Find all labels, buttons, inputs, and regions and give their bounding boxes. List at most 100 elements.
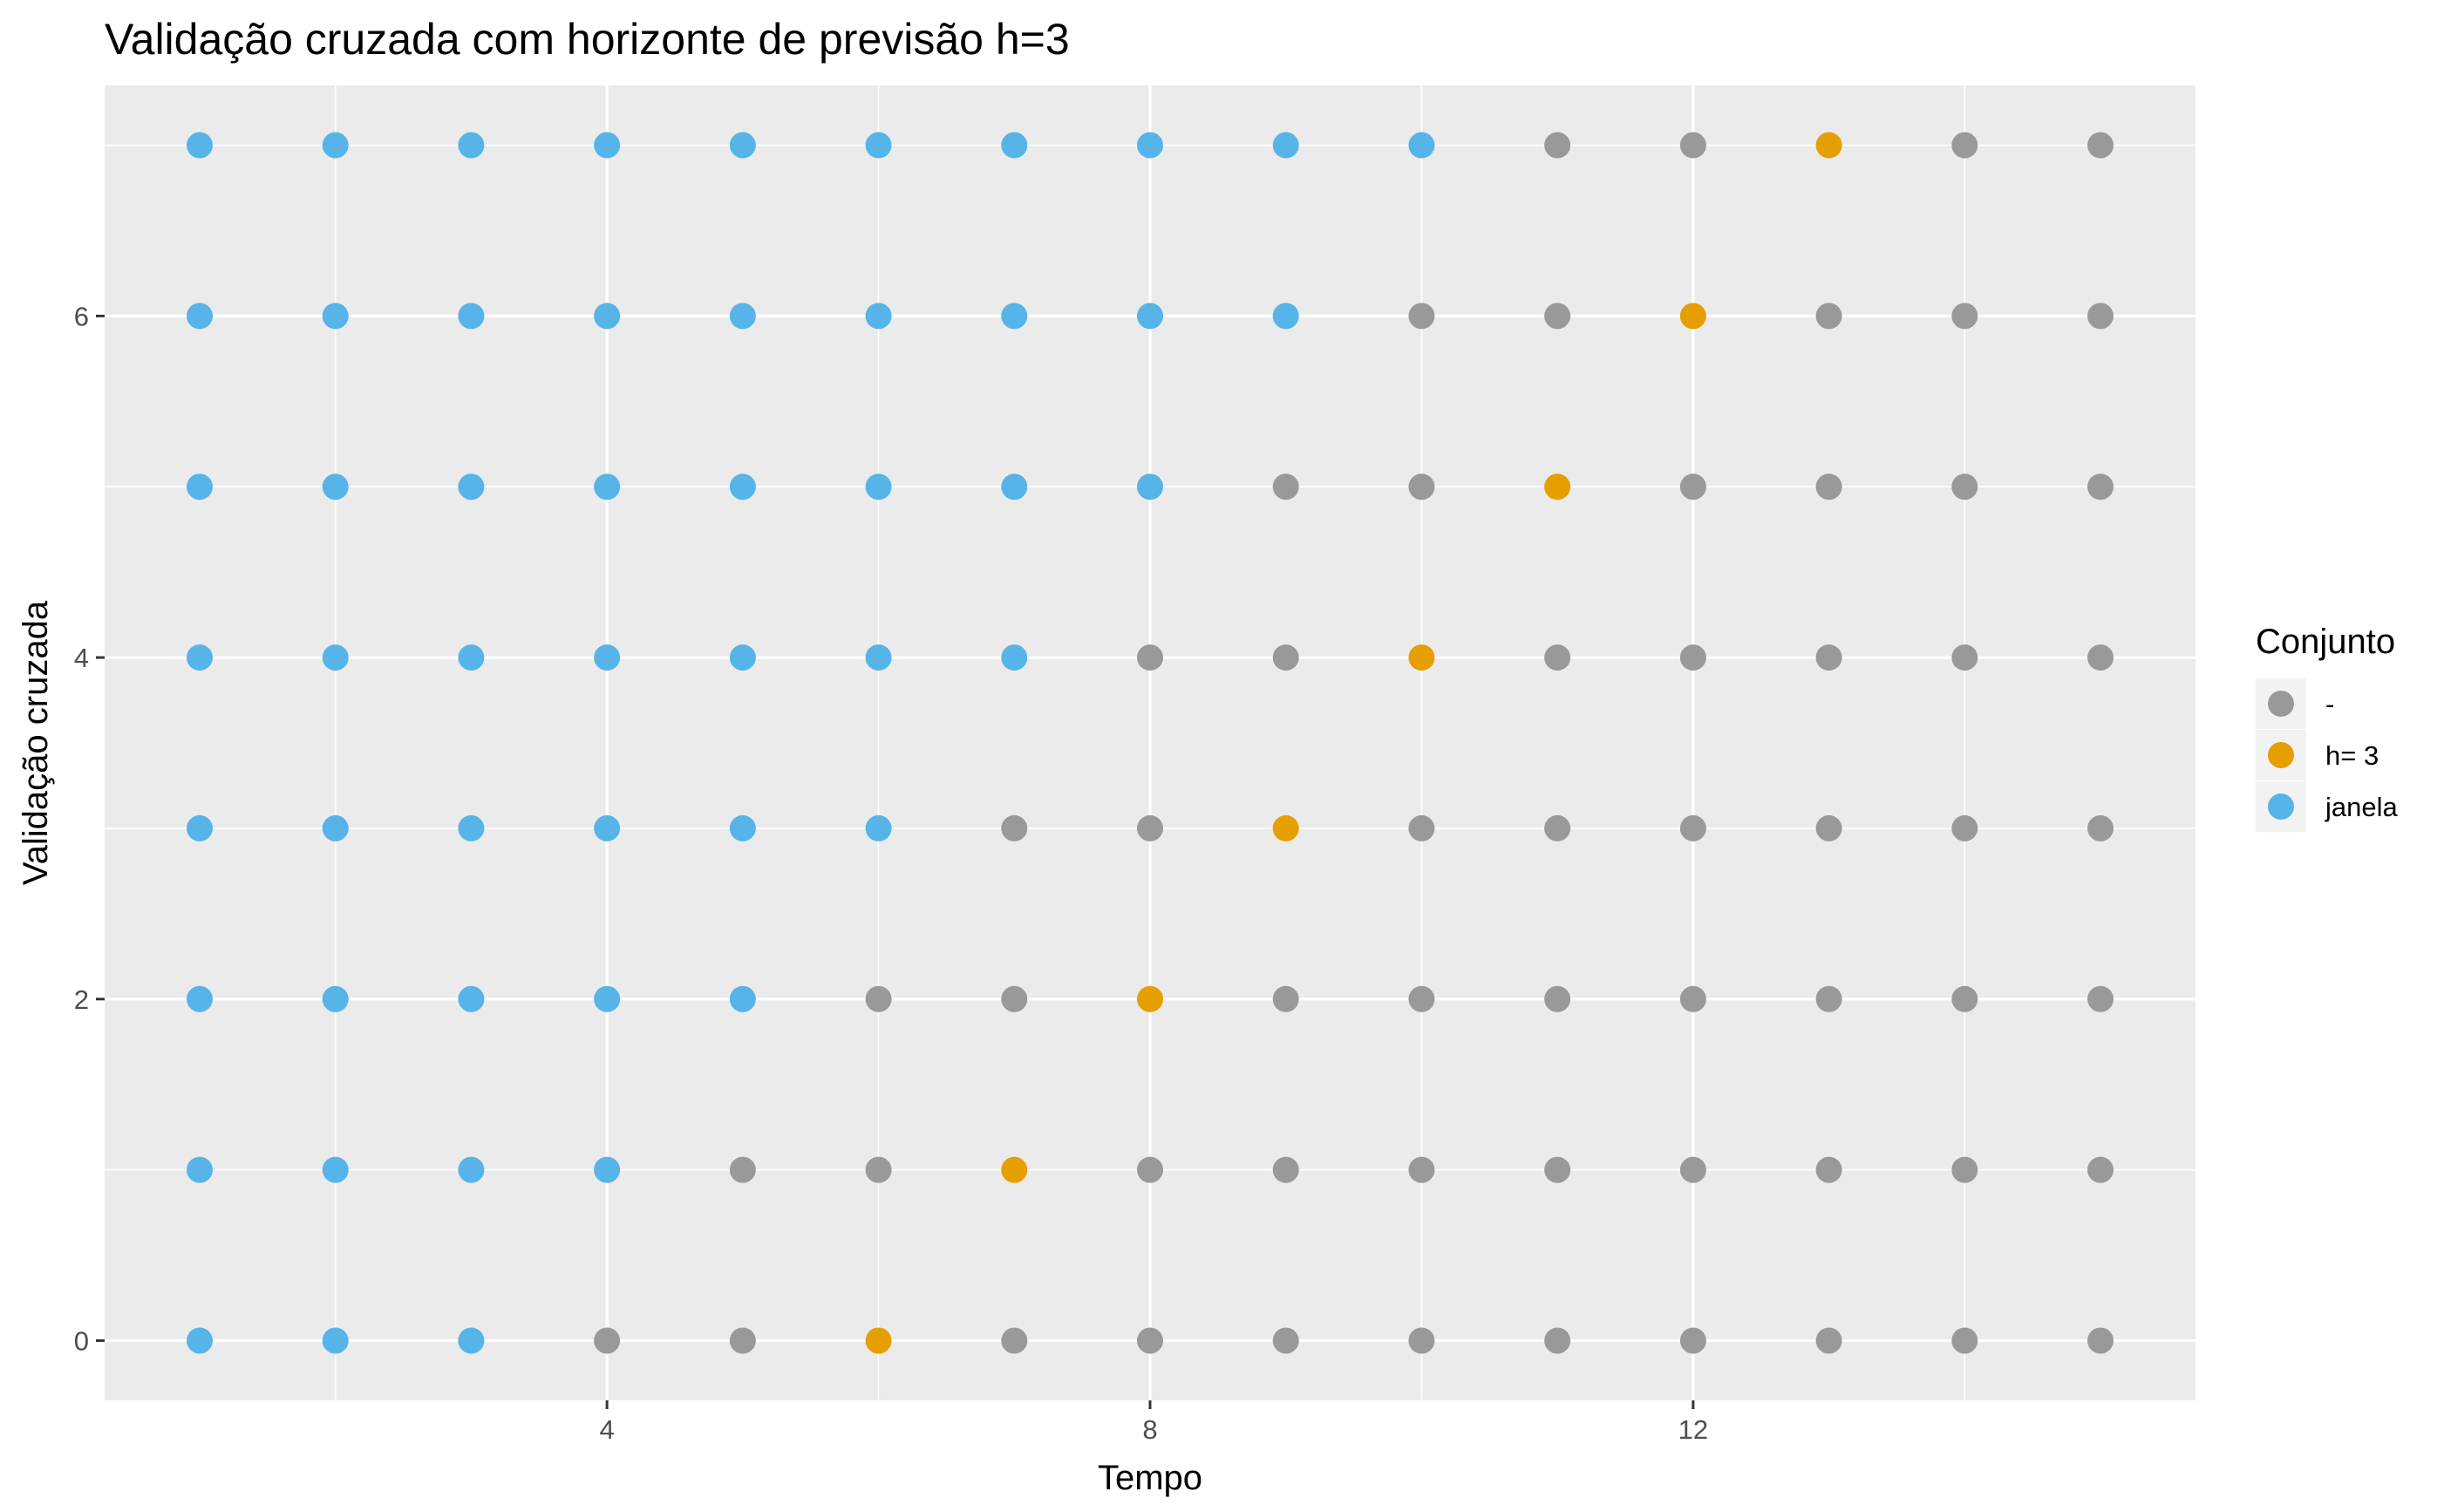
- chart-title: Validação cruzada com horizonte de previ…: [105, 15, 1070, 64]
- point-other: [1815, 473, 1842, 501]
- point-other: [1815, 985, 1842, 1012]
- legend-key-swatch: [2268, 793, 2294, 820]
- x-tick-label: 8: [1142, 1414, 1157, 1445]
- y-tick-label: 2: [74, 984, 89, 1015]
- point-janela: [458, 132, 485, 159]
- legend-key-swatch: [2268, 691, 2294, 717]
- legend-entry-label: janela: [2325, 792, 2398, 822]
- point-other: [2087, 473, 2114, 501]
- point-janela: [322, 985, 349, 1012]
- point-other: [2087, 814, 2114, 841]
- point-janela: [729, 985, 756, 1012]
- point-janela: [458, 473, 485, 501]
- point-other: [1544, 644, 1571, 671]
- point-other: [594, 1327, 621, 1354]
- point-other: [1544, 1327, 1571, 1354]
- point-h3: [1815, 132, 1842, 159]
- point-h3: [1137, 985, 1163, 1012]
- legend-entry-label: h= 3: [2325, 740, 2379, 771]
- point-janela: [187, 1327, 213, 1354]
- point-other: [1137, 644, 1163, 671]
- y-axis-ticks: 0 2 4 6: [74, 301, 105, 1356]
- point-janela: [865, 814, 892, 841]
- point-janela: [322, 1327, 349, 1354]
- point-other: [1001, 985, 1028, 1012]
- point-other: [1408, 814, 1435, 841]
- point-other: [1815, 303, 1842, 330]
- point-janela: [594, 473, 621, 501]
- y-axis-title: Validação cruzada: [17, 600, 55, 885]
- point-janela: [458, 985, 485, 1012]
- point-janela: [187, 644, 213, 671]
- point-other: [729, 1156, 756, 1183]
- point-other: [1951, 1327, 1978, 1354]
- point-other: [2087, 1156, 2114, 1183]
- x-tick-label: 12: [1678, 1414, 1708, 1445]
- point-janela: [865, 644, 892, 671]
- point-janela: [187, 132, 213, 159]
- point-other: [1679, 132, 1706, 159]
- point-other: [1001, 1327, 1028, 1354]
- x-axis-ticks: 4 8 12: [600, 1400, 1708, 1445]
- point-other: [2087, 1327, 2114, 1354]
- point-other: [1679, 814, 1706, 841]
- legend-key-swatch: [2268, 742, 2294, 768]
- legend: Conjunto - h= 3 janela: [2256, 623, 2398, 832]
- point-h3: [1544, 473, 1571, 501]
- point-other: [1951, 814, 1978, 841]
- point-janela: [187, 985, 213, 1012]
- point-janela: [865, 303, 892, 330]
- point-other: [1408, 985, 1435, 1012]
- point-other: [1137, 1156, 1163, 1183]
- point-janela: [1137, 473, 1163, 501]
- point-janela: [322, 814, 349, 841]
- point-other: [2087, 132, 2114, 159]
- point-other: [1815, 1327, 1842, 1354]
- point-janela: [729, 473, 756, 501]
- point-h3: [1272, 814, 1299, 841]
- data-points: [187, 132, 2114, 1354]
- point-janela: [187, 1156, 213, 1183]
- point-other: [1544, 303, 1571, 330]
- point-janela: [1137, 303, 1163, 330]
- point-janela: [594, 303, 621, 330]
- point-other: [1544, 1156, 1571, 1183]
- point-other: [1679, 473, 1706, 501]
- point-janela: [594, 1156, 621, 1183]
- y-tick-label: 0: [74, 1325, 89, 1356]
- point-other: [1001, 814, 1028, 841]
- point-other: [1951, 644, 1978, 671]
- point-other: [1272, 1156, 1299, 1183]
- point-janela: [322, 1156, 349, 1183]
- point-other: [1408, 1327, 1435, 1354]
- legend-entry-label: -: [2325, 689, 2334, 719]
- point-other: [865, 1156, 892, 1183]
- point-other: [1272, 985, 1299, 1012]
- point-janela: [729, 644, 756, 671]
- point-h3: [865, 1327, 892, 1354]
- point-janela: [729, 303, 756, 330]
- point-other: [1815, 644, 1842, 671]
- point-other: [1272, 1327, 1299, 1354]
- point-other: [1951, 473, 1978, 501]
- point-other: [1951, 985, 1978, 1012]
- point-janela: [594, 814, 621, 841]
- y-tick-label: 6: [74, 301, 89, 331]
- point-h3: [1679, 303, 1706, 330]
- point-janela: [458, 303, 485, 330]
- point-other: [865, 985, 892, 1012]
- point-other: [1815, 814, 1842, 841]
- point-other: [2087, 644, 2114, 671]
- point-janela: [1408, 132, 1435, 159]
- point-janela: [1272, 303, 1299, 330]
- point-janela: [865, 132, 892, 159]
- point-janela: [1001, 473, 1028, 501]
- point-other: [1272, 473, 1299, 501]
- point-janela: [458, 814, 485, 841]
- point-janela: [1001, 132, 1028, 159]
- point-h3: [1408, 644, 1435, 671]
- point-janela: [729, 132, 756, 159]
- point-other: [1679, 985, 1706, 1012]
- point-other: [1272, 644, 1299, 671]
- point-janela: [594, 132, 621, 159]
